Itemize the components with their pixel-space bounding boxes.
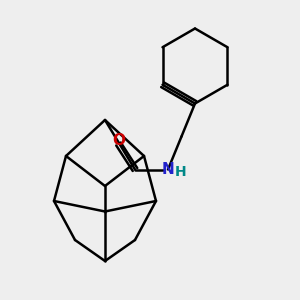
- Text: N: N: [162, 162, 174, 177]
- Text: O: O: [112, 133, 125, 148]
- Text: H: H: [175, 165, 186, 179]
